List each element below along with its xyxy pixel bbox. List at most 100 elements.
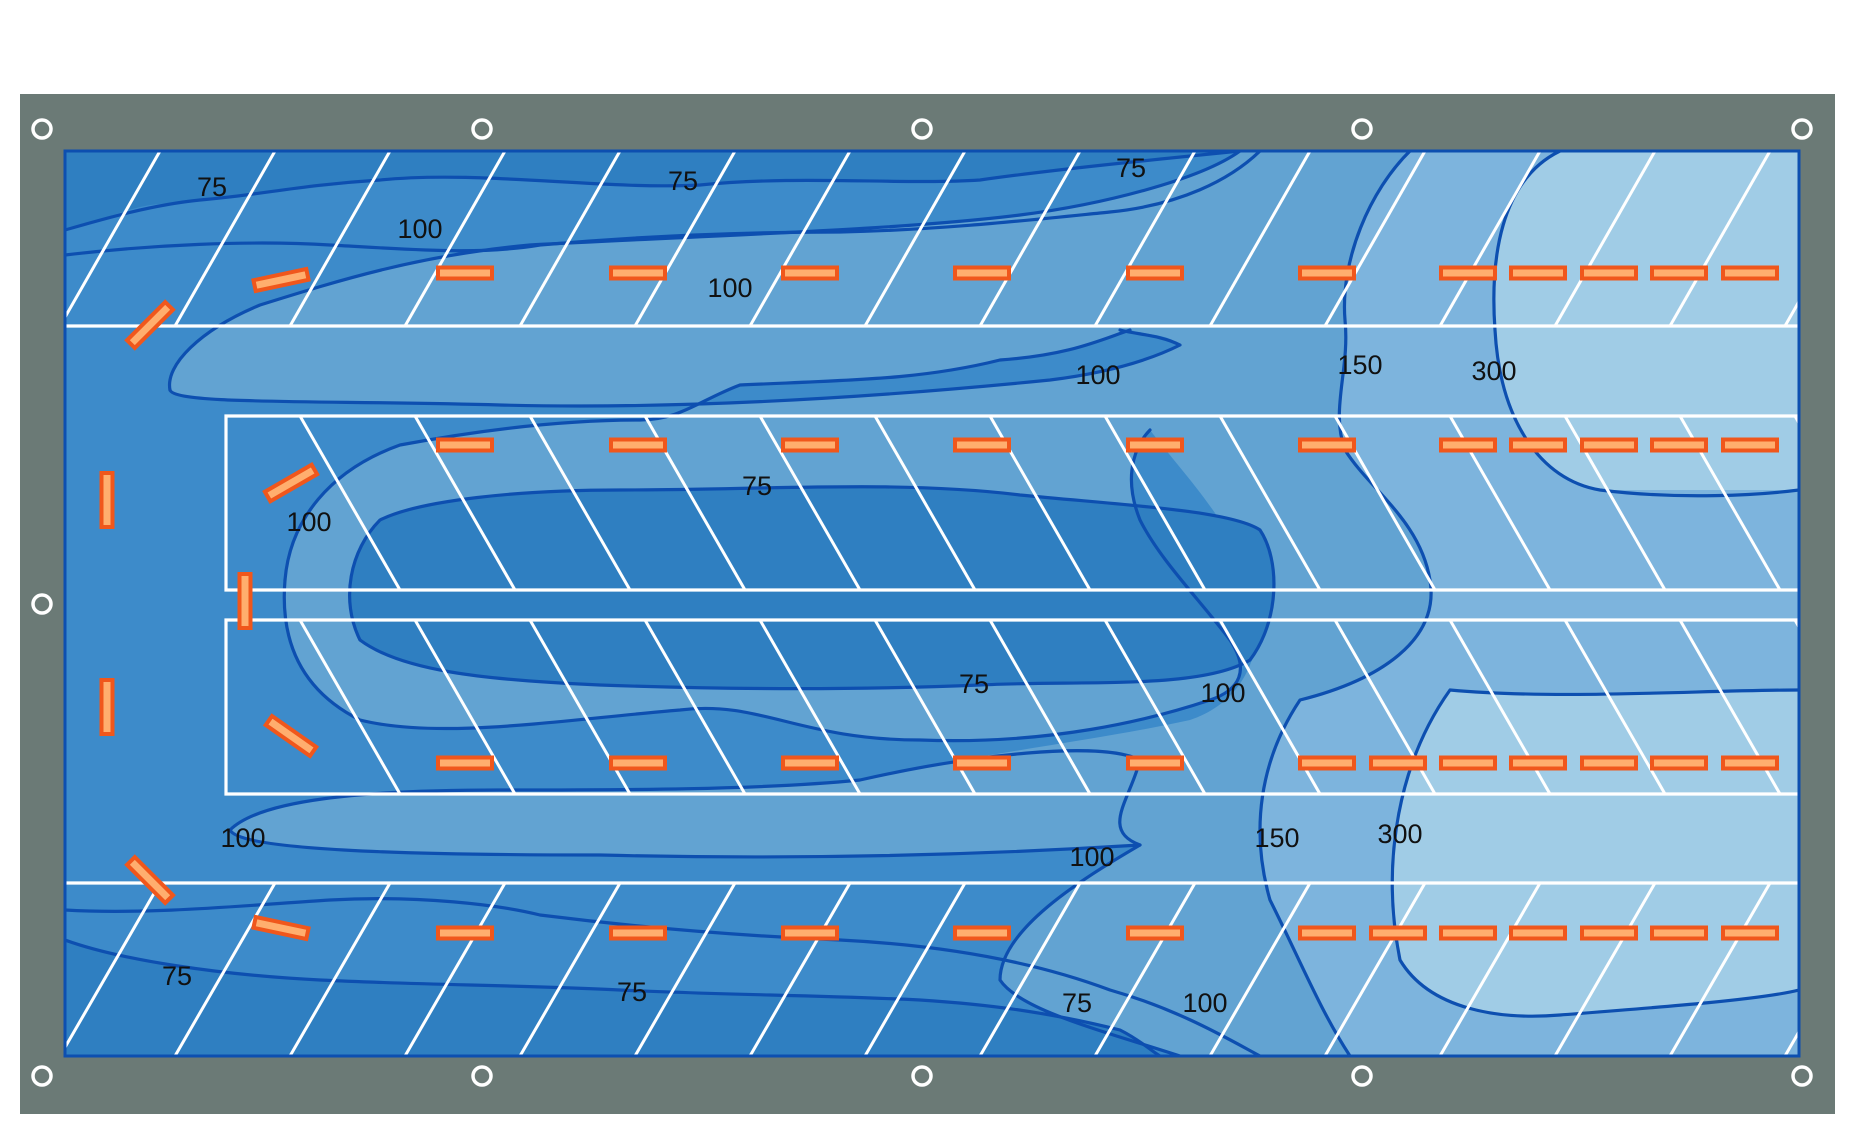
hatch-line — [413, 619, 517, 795]
luminaire — [609, 925, 667, 941]
luminaire — [1721, 437, 1779, 453]
luminaire — [1126, 755, 1184, 771]
luminaire — [609, 265, 667, 281]
hatch-line — [413, 415, 517, 591]
hatch-line — [1668, 882, 1772, 1056]
pole — [911, 118, 933, 140]
luminaire — [781, 265, 839, 281]
luminaire — [99, 678, 115, 736]
luminaire — [251, 266, 311, 294]
hatch-line — [288, 151, 392, 327]
luminaire — [1650, 437, 1708, 453]
luminaire — [262, 713, 320, 759]
hatch-line — [173, 882, 277, 1056]
hatch-lines — [65, 151, 1799, 1056]
contour-label: 100 — [1069, 842, 1114, 872]
hatch-line — [978, 151, 1082, 327]
pole — [1791, 118, 1813, 140]
contour-label: 75 — [742, 471, 772, 501]
luminaire — [262, 462, 320, 504]
hatch-line — [633, 882, 737, 1056]
luminaires — [99, 265, 1779, 942]
hatch-line — [1553, 882, 1657, 1056]
luminaire — [124, 854, 176, 906]
luminaire — [1126, 925, 1184, 941]
luminaire — [251, 914, 311, 942]
luminaire — [1126, 437, 1184, 453]
luminaire — [953, 925, 1011, 941]
luminaire — [953, 437, 1011, 453]
luminaire — [1369, 925, 1427, 941]
contour-label: 75 — [1062, 988, 1092, 1018]
contour-label: 300 — [1377, 819, 1422, 849]
zone-100 — [65, 151, 1258, 1056]
hatch-line — [1103, 619, 1207, 795]
luminaire — [1439, 755, 1497, 771]
hatch-line — [173, 151, 277, 327]
contour-label: 75 — [197, 172, 227, 202]
contour-label: 100 — [707, 273, 752, 303]
pole — [1791, 1065, 1813, 1087]
luminaire — [1721, 755, 1779, 771]
plot-border — [63, 149, 1801, 1058]
luminaire — [436, 925, 494, 941]
luminaire — [1650, 265, 1708, 281]
luminaire — [1580, 437, 1638, 453]
hatch-line — [748, 882, 852, 1056]
pole — [1351, 118, 1373, 140]
luminaire — [1721, 265, 1779, 281]
luminaire — [1298, 925, 1356, 941]
luminaire — [1509, 925, 1567, 941]
hatch-line — [1438, 151, 1542, 327]
hatch-line — [298, 415, 402, 591]
luminaire — [99, 471, 115, 529]
luminaire — [609, 437, 667, 453]
hatch-line — [633, 151, 737, 327]
pole — [911, 1065, 933, 1087]
hatch-line — [403, 882, 507, 1056]
hatch-line — [873, 415, 977, 591]
hatch-line — [1323, 151, 1427, 327]
luminaire — [1580, 925, 1638, 941]
luminaire — [953, 265, 1011, 281]
contour-label: 100 — [397, 214, 442, 244]
pole — [1351, 1065, 1373, 1087]
hatch-line — [758, 415, 862, 591]
lane-markings — [65, 324, 1799, 885]
zone-75-top — [65, 151, 1240, 230]
luminaire — [1580, 265, 1638, 281]
contour-label: 100 — [286, 507, 331, 537]
contour-label: 75 — [162, 961, 192, 991]
hatch-line — [65, 151, 162, 321]
poles — [31, 118, 1813, 1087]
hatch-line — [518, 151, 622, 327]
hatch-line — [748, 151, 852, 327]
luminaire — [1439, 925, 1497, 941]
luminaire — [1369, 755, 1427, 771]
luminaire — [1298, 437, 1356, 453]
luminaire — [237, 572, 253, 630]
hatch-line — [1563, 619, 1667, 795]
luminaire — [781, 925, 839, 941]
hatch-line — [1093, 151, 1197, 327]
zone-75-bottom — [65, 940, 1160, 1056]
luminaire — [1439, 437, 1497, 453]
hatch-line — [988, 619, 1092, 795]
hatch-line — [863, 151, 967, 327]
hatch-line — [518, 882, 622, 1056]
luminaire — [436, 437, 494, 453]
contour-label: 75 — [959, 669, 989, 699]
luminaire — [436, 755, 494, 771]
hatch-line — [1208, 151, 1312, 327]
contour-label: 100 — [220, 823, 265, 853]
luminaire — [1509, 265, 1567, 281]
hatch-line — [978, 882, 1082, 1056]
zone-75-center — [349, 486, 1274, 689]
luminaire — [1650, 925, 1708, 941]
luminaire — [1298, 755, 1356, 771]
hatch-line — [1103, 415, 1207, 591]
contour-label: 100 — [1200, 678, 1245, 708]
hatch-line — [298, 619, 402, 795]
hatch-line — [65, 882, 162, 1051]
contour-label: 300 — [1471, 356, 1516, 386]
